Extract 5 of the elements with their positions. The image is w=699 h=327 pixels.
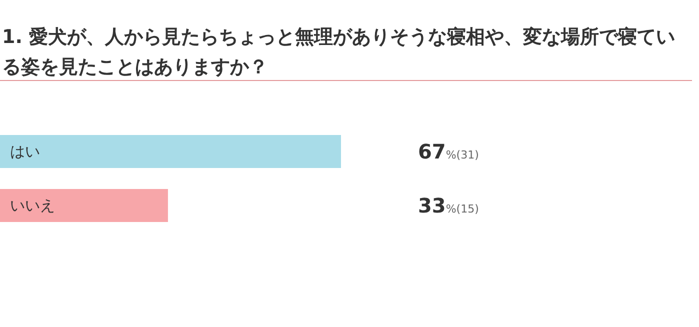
y-tick-label: いいえ	[10, 196, 55, 215]
y-tick-label: はい	[10, 142, 40, 161]
data-label: 67%(31)	[418, 140, 479, 164]
data-label: 33%(15)	[418, 194, 479, 218]
chart-title: 1. 愛犬が、人から見たらちょっと無理がありそうな寝相や、変な場所で寝ている姿を見たことはありますか？	[2, 25, 676, 80]
